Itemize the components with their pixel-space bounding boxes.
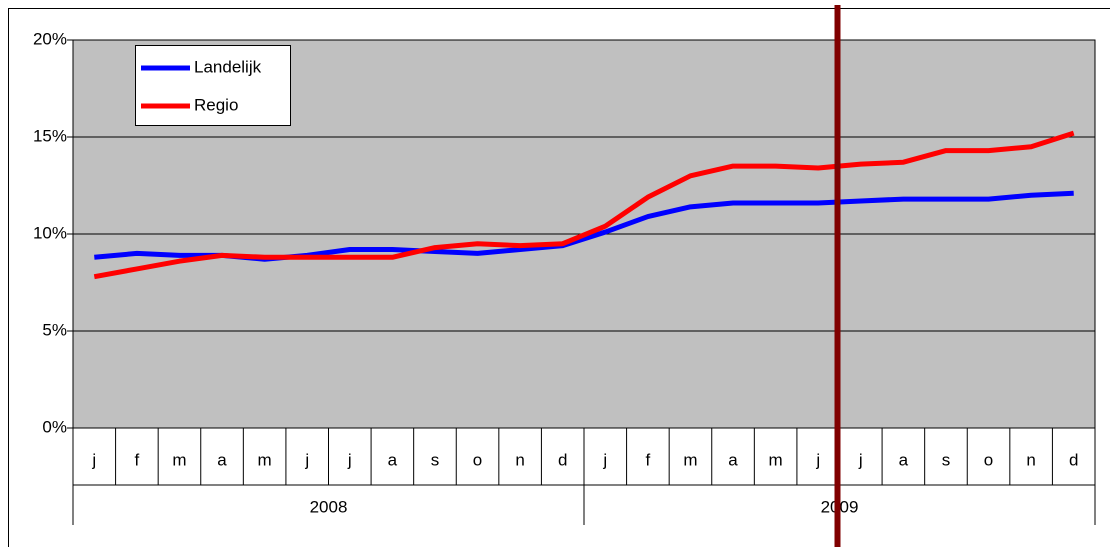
x-tick-label: j [815, 450, 820, 469]
x-tick-label: j [304, 450, 309, 469]
x-tick-label: s [942, 450, 951, 469]
x-tick-label: o [984, 450, 993, 469]
y-tick-label: 0% [42, 417, 67, 436]
x-tick-label: n [1026, 450, 1035, 469]
x-tick-label: m [258, 450, 272, 469]
x-tick-label: a [728, 450, 738, 469]
x-tick-label: d [1069, 450, 1078, 469]
x-tick-label: d [558, 450, 567, 469]
y-tick-label: 15% [33, 126, 67, 145]
x-tick-label: a [388, 450, 398, 469]
x-tick-label: o [473, 450, 482, 469]
y-tick-label: 20% [33, 29, 67, 48]
legend-label: Regio [194, 95, 238, 114]
x-tick-label: a [217, 450, 227, 469]
y-tick-label: 5% [42, 320, 67, 339]
x-tick-label: m [172, 450, 186, 469]
legend-label: Landelijk [194, 57, 262, 76]
x-tick-label: f [646, 450, 651, 469]
x-tick-label: f [135, 450, 140, 469]
x-tick-label: j [602, 450, 607, 469]
x-tick-label: m [683, 450, 697, 469]
x-tick-label: j [347, 450, 352, 469]
y-tick-label: 10% [33, 223, 67, 242]
x-tick-label: n [515, 450, 524, 469]
x-tick-label: s [431, 450, 440, 469]
x-tick-label: m [769, 450, 783, 469]
group-label: 2008 [310, 497, 348, 516]
x-tick-label: a [899, 450, 909, 469]
x-tick-label: j [858, 450, 863, 469]
x-tick-label: j [91, 450, 96, 469]
